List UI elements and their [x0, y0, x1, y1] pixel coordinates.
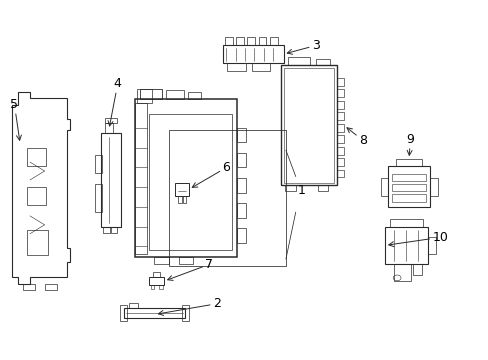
Bar [391, 184, 425, 192]
Bar [236, 37, 244, 45]
Bar [95, 184, 102, 212]
Bar [384, 226, 427, 264]
Bar [182, 305, 189, 321]
Bar [26, 230, 48, 255]
Bar [140, 89, 161, 99]
Bar [154, 257, 168, 264]
Bar [281, 65, 336, 185]
Bar [387, 166, 429, 207]
Bar [168, 130, 285, 266]
Bar [222, 45, 283, 63]
Bar [336, 158, 343, 166]
Text: 8: 8 [346, 128, 366, 147]
Text: 9: 9 [406, 133, 413, 156]
Bar [237, 178, 245, 193]
Bar [336, 78, 343, 86]
Bar [395, 159, 422, 166]
Text: 7: 7 [167, 258, 213, 280]
Bar [182, 196, 186, 203]
Bar [149, 114, 232, 250]
Bar [316, 59, 329, 65]
Bar [284, 68, 333, 183]
Bar [336, 112, 343, 120]
Bar [151, 285, 154, 289]
Bar [188, 92, 200, 99]
Bar [389, 219, 422, 226]
Bar [336, 170, 343, 177]
Bar [22, 284, 35, 291]
Bar [95, 155, 102, 173]
Bar [393, 264, 410, 282]
Bar [288, 57, 310, 65]
Bar [336, 147, 343, 154]
Text: 6: 6 [192, 161, 230, 187]
Bar [251, 63, 270, 71]
Bar [178, 257, 193, 264]
Bar [175, 183, 188, 196]
Bar [103, 226, 110, 233]
Bar [380, 178, 387, 196]
Bar [137, 89, 152, 103]
Bar [227, 63, 245, 71]
Bar [177, 196, 181, 203]
Bar [153, 272, 160, 277]
Bar [336, 89, 343, 97]
Text: 4: 4 [108, 77, 122, 126]
Bar [224, 37, 232, 45]
Bar [412, 264, 421, 275]
Bar [120, 305, 127, 321]
Bar [104, 123, 113, 134]
Bar [247, 37, 255, 45]
Bar [135, 103, 147, 253]
Bar [26, 187, 46, 205]
Bar [26, 148, 46, 166]
Bar [135, 99, 237, 257]
Bar [166, 90, 183, 99]
Bar [237, 153, 245, 167]
Bar [101, 134, 121, 226]
Bar [44, 284, 57, 291]
Bar [237, 228, 245, 243]
Bar [336, 124, 343, 132]
Bar [427, 237, 435, 253]
Text: 2: 2 [158, 297, 220, 315]
Bar [104, 118, 117, 123]
Bar [391, 194, 425, 202]
Text: 5: 5 [10, 98, 21, 140]
Bar [285, 185, 295, 191]
Bar [159, 285, 162, 289]
Bar [391, 174, 425, 181]
Bar [336, 135, 343, 143]
Text: 3: 3 [286, 39, 319, 54]
Bar [237, 128, 245, 142]
Bar [111, 226, 117, 233]
Bar [317, 185, 328, 191]
Bar [237, 203, 245, 218]
Text: 10: 10 [388, 231, 447, 247]
Bar [336, 101, 343, 109]
Bar [429, 178, 437, 196]
Bar [269, 37, 277, 45]
Text: 1: 1 [298, 184, 305, 197]
Bar [124, 308, 184, 318]
Bar [258, 37, 266, 45]
Bar [149, 277, 163, 285]
Bar [129, 303, 138, 308]
